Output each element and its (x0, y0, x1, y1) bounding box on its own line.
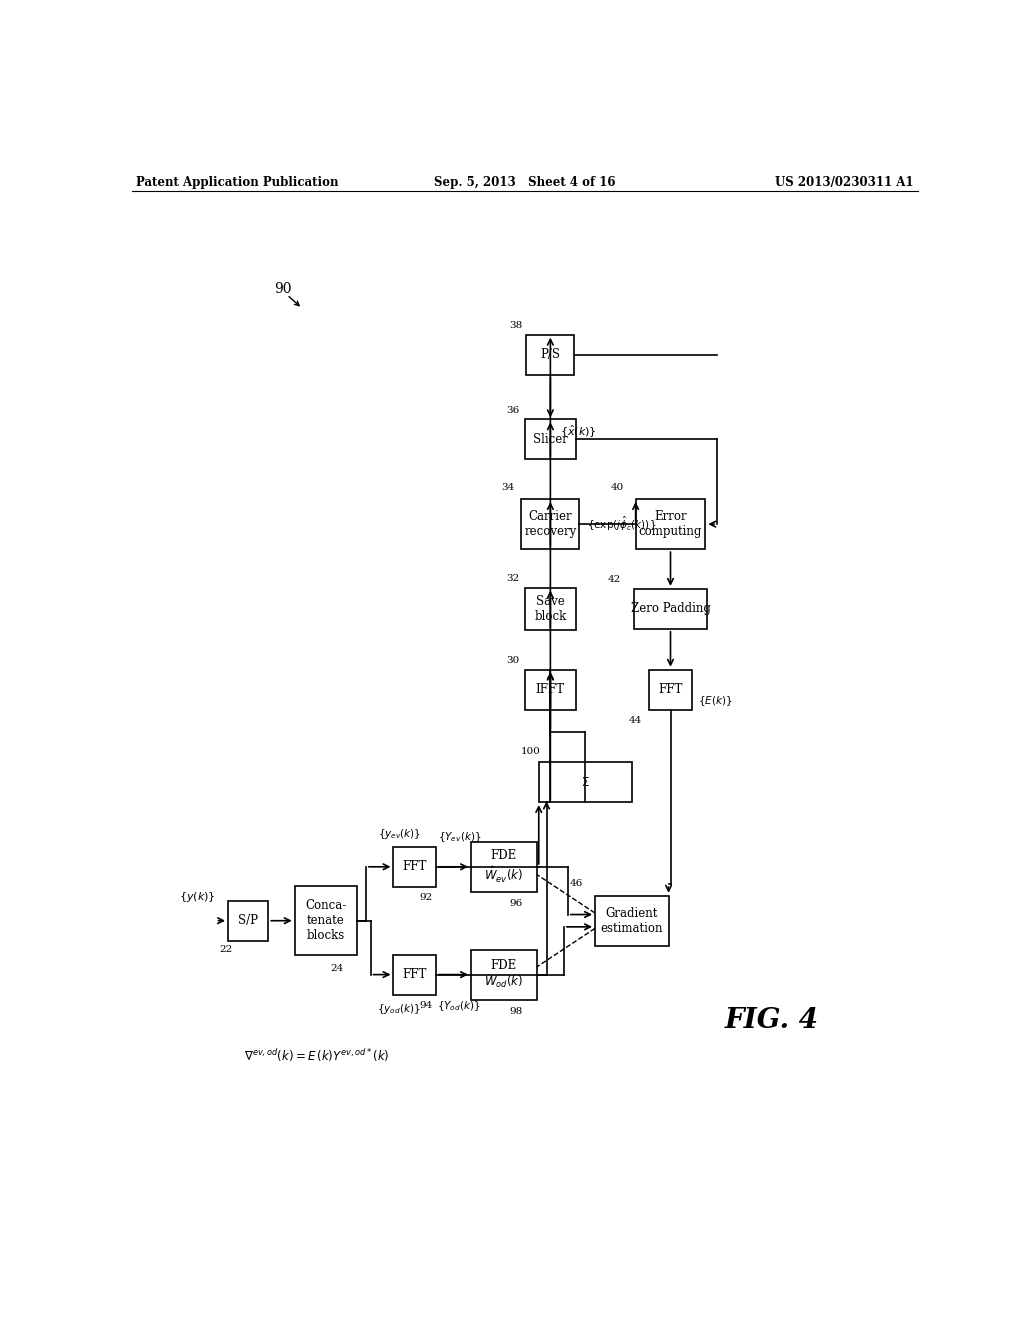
Text: Conca-
tenate
blocks: Conca- tenate blocks (305, 899, 346, 942)
Text: Carrier
recovery: Carrier recovery (524, 510, 577, 539)
Text: 40: 40 (611, 483, 625, 491)
Text: FFT: FFT (402, 861, 427, 874)
Text: 38: 38 (509, 321, 522, 330)
Text: 46: 46 (569, 879, 583, 888)
FancyBboxPatch shape (526, 335, 574, 375)
Text: FFT: FFT (402, 968, 427, 981)
Text: 34: 34 (501, 483, 514, 491)
Text: FIG. 4: FIG. 4 (725, 1007, 819, 1035)
Text: 90: 90 (274, 282, 292, 296)
Text: Gradient
estimation: Gradient estimation (600, 907, 663, 935)
Text: FFT: FFT (658, 684, 683, 696)
FancyBboxPatch shape (228, 900, 268, 941)
FancyBboxPatch shape (525, 587, 575, 630)
Text: 24: 24 (331, 964, 344, 973)
FancyBboxPatch shape (393, 847, 436, 887)
Text: $\{y_{od}(k)\}$: $\{y_{od}(k)\}$ (378, 1002, 421, 1016)
Text: $\{\hat{x}(k)\}$: $\{\hat{x}(k)\}$ (560, 424, 596, 441)
Text: 32: 32 (507, 574, 520, 582)
Text: 42: 42 (608, 576, 622, 583)
FancyBboxPatch shape (521, 499, 580, 549)
Text: 30: 30 (507, 656, 520, 665)
FancyBboxPatch shape (525, 669, 575, 710)
Text: 94: 94 (420, 1001, 433, 1010)
FancyBboxPatch shape (471, 842, 537, 892)
Text: $\{y(k)\}$: $\{y(k)\}$ (179, 890, 216, 904)
Text: Save
block: Save block (535, 595, 566, 623)
Text: Error
computing: Error computing (639, 510, 702, 539)
Text: IFFT: IFFT (536, 684, 565, 696)
FancyBboxPatch shape (471, 949, 537, 999)
Text: 100: 100 (521, 747, 541, 756)
Text: Patent Application Publication: Patent Application Publication (136, 176, 338, 189)
Text: $\{Y_{ev}(k)\}$: $\{Y_{ev}(k)\}$ (437, 830, 481, 843)
Text: S/P: S/P (239, 915, 258, 927)
FancyBboxPatch shape (295, 886, 356, 956)
Text: P/S: P/S (541, 348, 560, 362)
FancyBboxPatch shape (649, 669, 692, 710)
Text: Sep. 5, 2013   Sheet 4 of 16: Sep. 5, 2013 Sheet 4 of 16 (434, 176, 615, 189)
Text: Zero Padding: Zero Padding (631, 602, 711, 615)
Text: $\Sigma$: $\Sigma$ (581, 776, 590, 788)
Text: 22: 22 (220, 945, 233, 954)
FancyBboxPatch shape (634, 589, 708, 628)
Text: Slicer: Slicer (532, 433, 568, 446)
FancyBboxPatch shape (525, 420, 575, 459)
Text: 36: 36 (507, 405, 520, 414)
Text: $\nabla^{ev,od}(k) = E\,(k)Y^{ev,od*}(k)$: $\nabla^{ev,od}(k) = E\,(k)Y^{ev,od*}(k)… (245, 1047, 390, 1064)
Text: 96: 96 (509, 899, 522, 908)
FancyBboxPatch shape (595, 896, 669, 945)
Text: 98: 98 (509, 1007, 522, 1016)
Text: US 2013/0230311 A1: US 2013/0230311 A1 (775, 176, 913, 189)
FancyBboxPatch shape (636, 499, 706, 549)
FancyBboxPatch shape (393, 954, 436, 995)
Text: $\{y_{ev}(k)\}$: $\{y_{ev}(k)\}$ (378, 826, 421, 841)
FancyBboxPatch shape (539, 762, 632, 803)
Text: $\{Y_{od}(k)\}$: $\{Y_{od}(k)\}$ (437, 999, 481, 1012)
Text: $\{\exp(j\hat{\phi}_c(k))\}$: $\{\exp(j\hat{\phi}_c(k))\}$ (587, 515, 656, 533)
Text: FDE
$W_{od}(k)$: FDE $W_{od}(k)$ (484, 958, 523, 990)
Text: FDE
$\hat{W}_{ev}(k)$: FDE $\hat{W}_{ev}(k)$ (484, 849, 523, 884)
Text: 92: 92 (420, 894, 433, 902)
Text: $\{E(k)\}$: $\{E(k)\}$ (697, 694, 732, 708)
Text: 44: 44 (629, 715, 642, 725)
